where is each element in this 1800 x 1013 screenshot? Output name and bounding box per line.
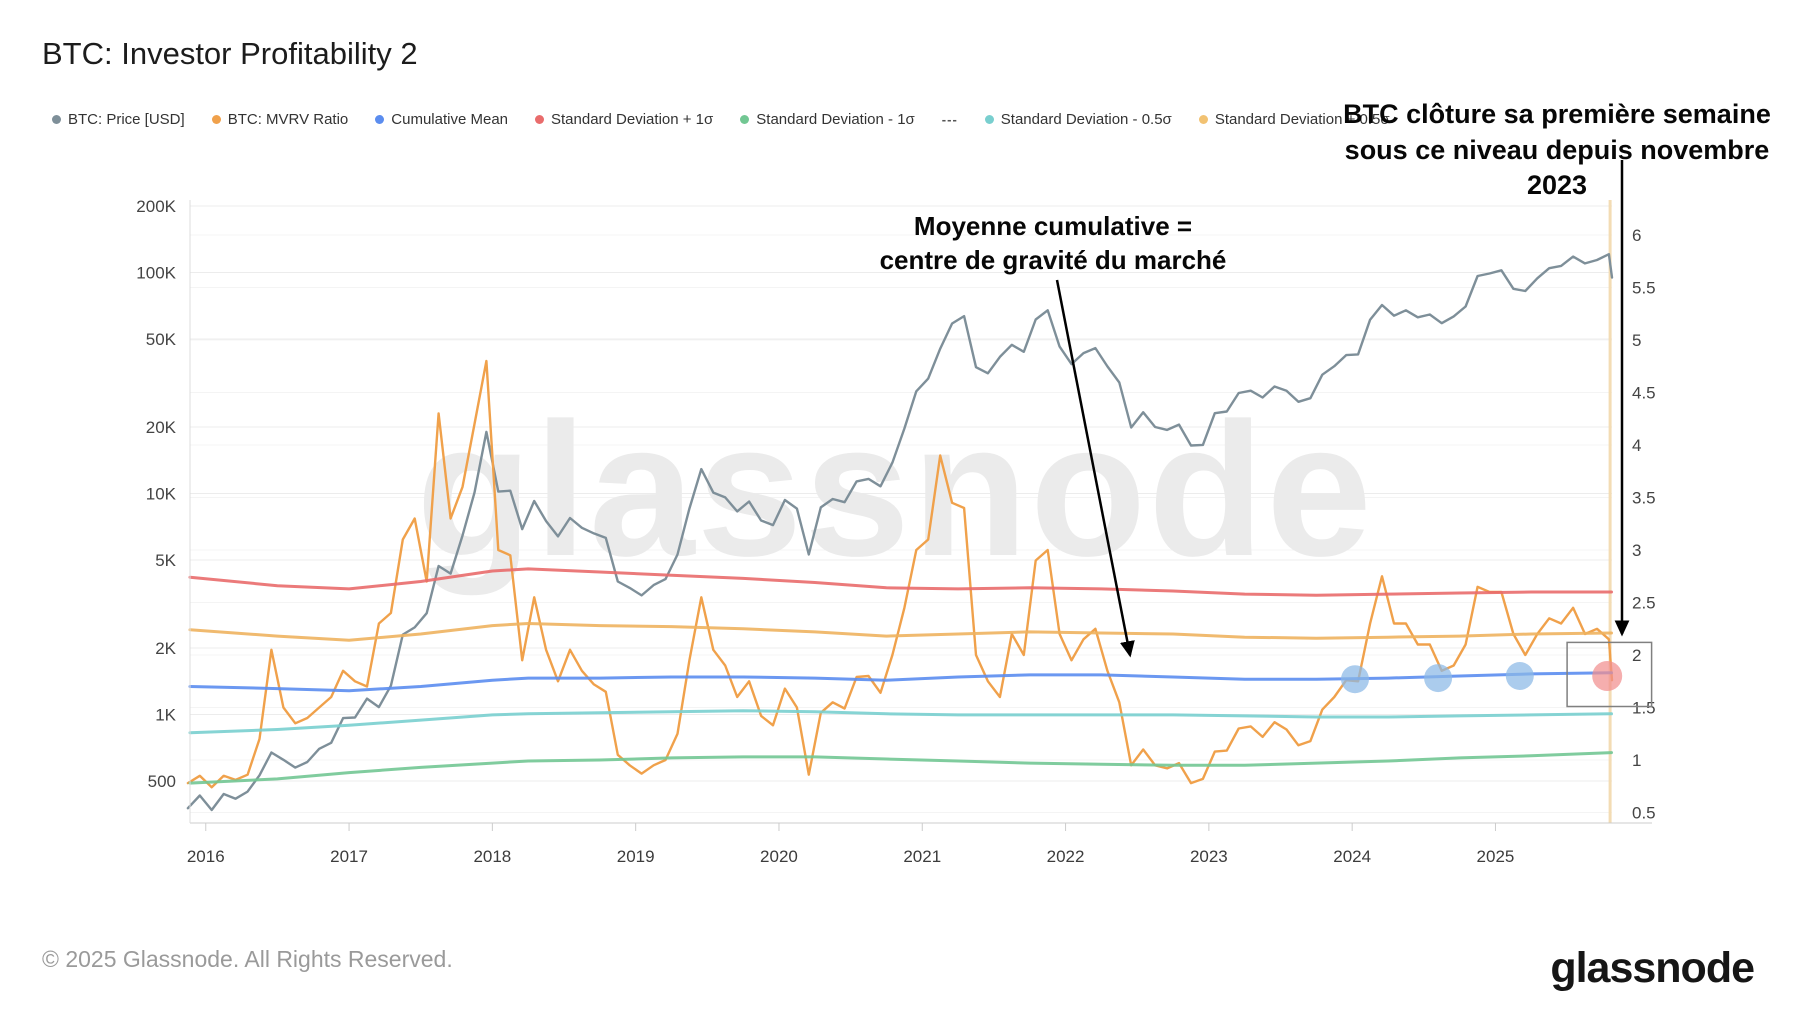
left-axis-tick-label: 1K: [155, 706, 176, 725]
annotation-line: BTC clôture sa première semaine: [1343, 99, 1771, 129]
left-axis-tick-label: 200K: [136, 197, 176, 216]
annotation-line: sous ce niveau depuis novembre 2023: [1344, 134, 1770, 201]
legend-color-dot: [375, 115, 385, 124]
annotation-first-week-below: BTC clôture sa première semaine sous ce …: [1332, 97, 1782, 204]
right-axis-tick-label: 1.5: [1632, 699, 1656, 718]
legend-label: Standard Deviation - 0.5σ: [1000, 111, 1172, 128]
glassnode-logo: glassnode: [1550, 944, 1755, 992]
right-axis-tick-label: 3: [1632, 541, 1641, 560]
annotation-arrow-1: [1055, 279, 1135, 658]
legend-color-dot: [740, 115, 750, 124]
mean-touch-early-2025-marker: [1505, 662, 1534, 690]
x-axis-tick-label: 2022: [1047, 847, 1085, 866]
right-axis-tick-label: 2.5: [1632, 594, 1656, 613]
right-axis-tick-label: 4: [1632, 436, 1641, 455]
left-axis-tick-label: 5K: [155, 551, 176, 570]
legend-label: Cumulative Mean: [391, 111, 508, 128]
legend-item-1[interactable]: BTC: MVRV Ratio: [211, 111, 349, 128]
legend-label: BTC: MVRV Ratio: [227, 111, 349, 128]
left-axis-tick-label: 2K: [155, 639, 176, 658]
legend-color-dot: [52, 115, 61, 124]
legend-item-7[interactable]: Standard Deviation + 0.5σ: [1198, 111, 1390, 128]
x-axis-tick-label: 2023: [1190, 847, 1228, 866]
legend-label: Standard Deviation + 1σ: [551, 111, 714, 128]
annotation-shapes: [1055, 160, 1653, 708]
series-line-5: [188, 709, 1613, 735]
legend-color-dot: [1198, 115, 1208, 124]
legend-color-dot: [535, 115, 544, 124]
x-axis-tick-label: 2017: [330, 847, 368, 866]
right-axis-tick-label: 5: [1632, 331, 1641, 350]
left-axis-tick-label: 50K: [146, 330, 177, 349]
series-line-6: [188, 751, 1613, 785]
annotation-line: centre de gravité du marché: [879, 245, 1227, 276]
dash-series-glyph: ---: [941, 112, 958, 127]
right-axis-tick-label: 0.5: [1632, 804, 1656, 823]
annotation-line: Moyenne cumulative =: [913, 211, 1193, 241]
legend-item-5[interactable]: ---: [942, 112, 958, 127]
page-title: BTC: Investor Profitability 2: [42, 36, 418, 71]
series-line-0: [186, 253, 1614, 812]
right-axis-tick-label: 2: [1632, 646, 1641, 665]
axes: 200K 100K 50K 20K 10K 5K 2K 1K 500 6 5.5 5 4.5 4 3.5 3 2…: [136, 197, 1655, 866]
mean-touch-mid-2024-marker: [1424, 664, 1453, 693]
annotation-cumulative-mean: Moyenne cumulative = centre de gravité d…: [878, 209, 1228, 278]
x-axis-tick-label: 2016: [187, 847, 225, 866]
legend-item-6[interactable]: Standard Deviation - 0.5σ: [984, 111, 1172, 128]
legend-label: BTC: Price [USD]: [68, 111, 185, 128]
right-axis-tick-label: 6: [1632, 226, 1641, 245]
right-axis-tick-label: 3.5: [1632, 489, 1656, 508]
left-axis-tick-label: 100K: [136, 264, 176, 283]
x-axis-tick-label: 2019: [617, 847, 655, 866]
right-axis-tick-label: 1: [1632, 751, 1641, 770]
x-axis-tick-label: 2025: [1477, 847, 1515, 866]
x-axis-tick-label: 2021: [903, 847, 941, 866]
right-axis-tick-label: 5.5: [1632, 279, 1656, 298]
series-line-3: [188, 567, 1613, 597]
legend: BTC: Price [USD] BTC: MVRV Ratio Cumulativ…: [52, 111, 1417, 128]
right-axis-tick-label: 4.5: [1632, 384, 1656, 403]
event-markers: [1341, 661, 1623, 694]
left-axis-tick-label: 500: [148, 772, 176, 791]
legend-item-0[interactable]: BTC: Price [USD]: [52, 111, 185, 128]
x-axis-tick-label: 2024: [1333, 847, 1371, 866]
left-axis-tick-label: 10K: [146, 485, 177, 504]
mean-touch-early-2024-marker: [1341, 665, 1369, 694]
legend-label: Standard Deviation - 1σ: [756, 111, 915, 128]
legend-color-dot: [211, 115, 221, 124]
gridlines: [190, 200, 1612, 823]
current-week-below-mean-marker: [1592, 661, 1623, 691]
x-axis-tick-label: 2018: [473, 847, 511, 866]
legend-item-3[interactable]: Standard Deviation + 1σ: [535, 111, 713, 128]
left-axis-tick-label: 20K: [146, 418, 177, 437]
legend-item-4[interactable]: Standard Deviation - 1σ: [740, 111, 915, 128]
copyright-text: © 2025 Glassnode. All Rights Reserved.: [42, 946, 453, 972]
legend-item-2[interactable]: Cumulative Mean: [375, 111, 508, 128]
highlight-box: [1566, 641, 1653, 708]
plot-area[interactable]: [190, 200, 1612, 823]
series-line-4: [188, 622, 1613, 642]
x-axis-tick-label: 2020: [760, 847, 798, 866]
legend-label: Standard Deviation + 0.5σ: [1214, 111, 1390, 128]
legend-color-dot: [984, 115, 994, 124]
